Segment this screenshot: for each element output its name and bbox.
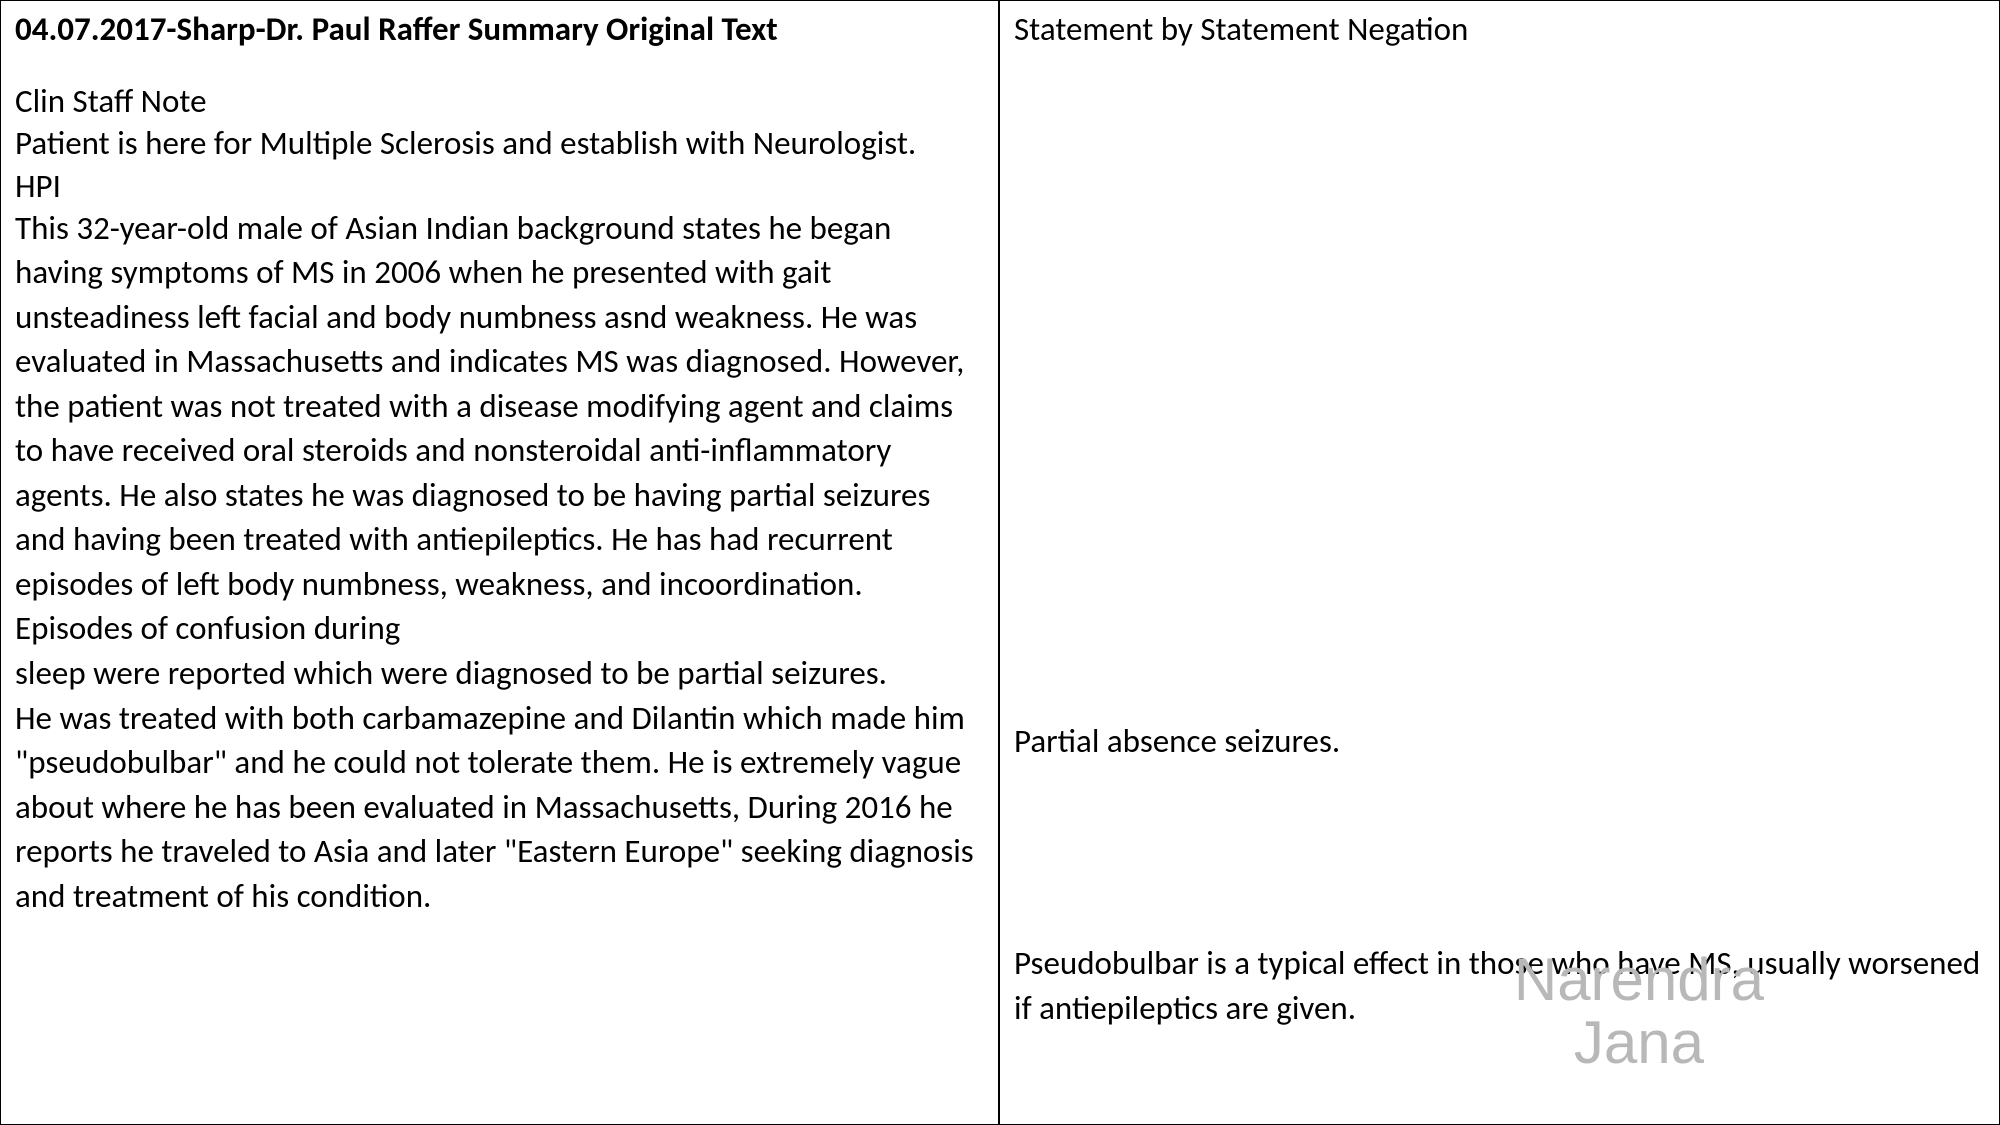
right-column-title: Statement by Statement Negation [1014,9,1985,49]
hpi-paragraph-3: He was treated with both carbamazepine a… [15,696,984,919]
patient-intro: Patient is here for Multiple Sclerosis a… [15,121,984,166]
negation-statement-1: Partial absence seizures. [1014,721,1340,761]
hpi-paragraph-1: This 32-year-old male of Asian Indian ba… [15,206,984,651]
watermark-line-1: Narendra [1514,948,1764,1011]
watermark-line-2: Jana [1514,1011,1764,1074]
clin-staff-note-label: Clin Staff Note [15,81,984,121]
original-text-column: 04.07.2017-Sharp-Dr. Paul Raffer Summary… [1,1,1000,1124]
negation-statement-2: Pseudobulbar is a typical effect in thos… [1014,941,1985,1030]
author-watermark: Narendra Jana [1514,948,1764,1074]
two-column-layout: 04.07.2017-Sharp-Dr. Paul Raffer Summary… [0,0,2000,1125]
hpi-paragraph-2: sleep were reported which were diagnosed… [15,651,984,696]
negation-column: Statement by Statement Negation Partial … [1000,1,1999,1124]
hpi-label: HPI [15,166,984,206]
left-column-title: 04.07.2017-Sharp-Dr. Paul Raffer Summary… [15,9,984,49]
